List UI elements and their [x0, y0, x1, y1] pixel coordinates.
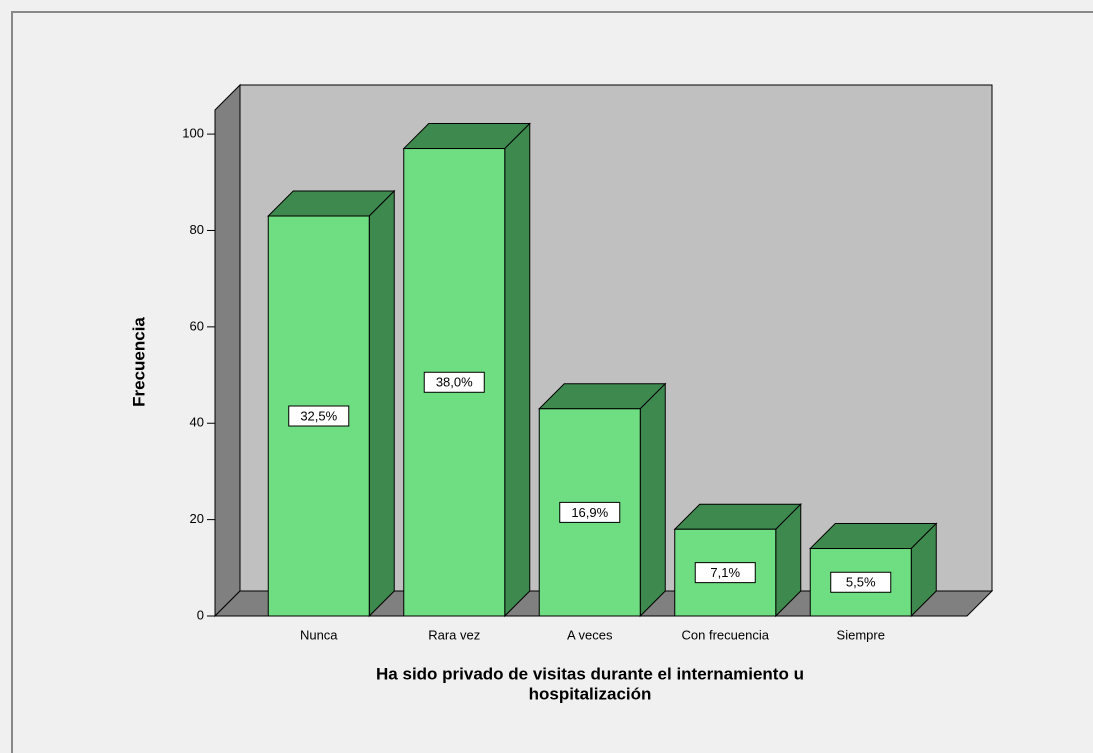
value-label: 5,5% — [846, 575, 876, 590]
value-label-box — [830, 571, 892, 593]
side-wall — [214, 83, 241, 618]
value-label-box — [423, 371, 485, 393]
bar-side — [639, 382, 666, 618]
x-axis-title: hospitalización — [529, 684, 652, 703]
y-tick-label: 40 — [190, 415, 204, 430]
x-tick-label: Siempre — [837, 627, 885, 642]
x-tick-label: Rara vez — [428, 627, 480, 642]
bar-side — [368, 189, 395, 618]
y-tick-label: 20 — [190, 511, 204, 526]
value-label: 16,9% — [571, 505, 608, 520]
value-label: 38,0% — [436, 375, 473, 390]
y-tick-label: 60 — [190, 318, 204, 333]
x-tick-label: Con frecuencia — [682, 627, 770, 642]
frame — [11, 11, 1093, 753]
value-label: 32,5% — [300, 408, 337, 423]
x-axis-title: Ha sido privado de visitas durante el in… — [376, 664, 804, 683]
value-label-box — [694, 562, 756, 584]
y-axis-title: Frecuencia — [129, 317, 148, 407]
x-tick-label: Nunca — [300, 627, 338, 642]
x-tick-label: A veces — [567, 627, 613, 642]
value-label-box — [288, 405, 350, 427]
value-label-box — [559, 501, 621, 523]
bar — [267, 215, 370, 617]
y-tick-label: 0 — [197, 607, 204, 622]
y-tick-label: 80 — [190, 222, 204, 237]
bar — [809, 548, 912, 617]
value-label: 7,1% — [710, 565, 740, 580]
bar-side — [504, 122, 531, 618]
y-tick-label: 100 — [182, 126, 204, 141]
